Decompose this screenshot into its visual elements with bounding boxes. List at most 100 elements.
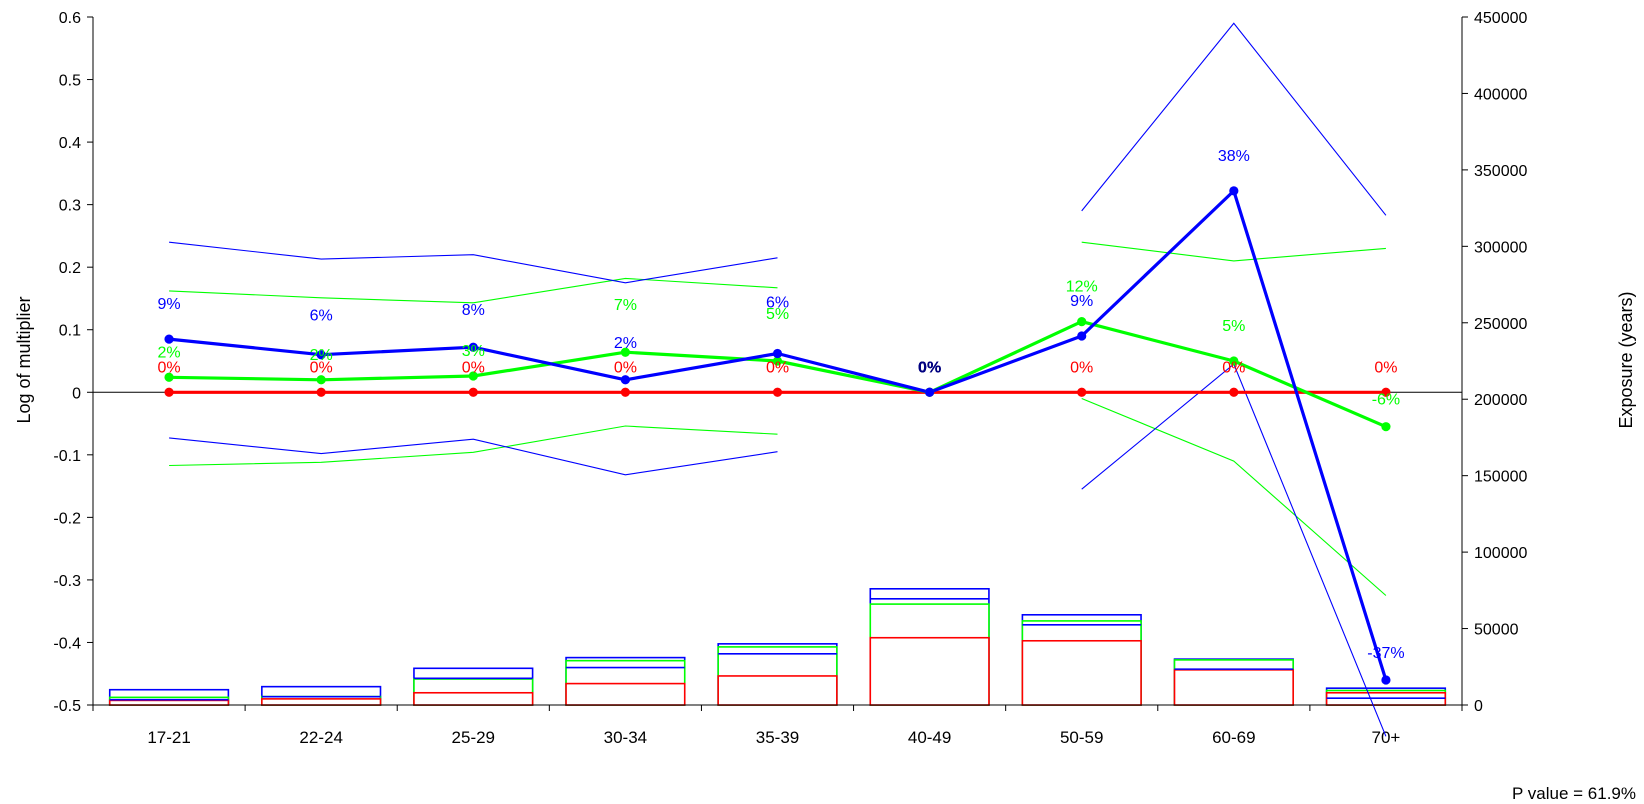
exposure-bar-red-60-69 (1173, 669, 1294, 706)
data-label-0-40-49: 0% (918, 359, 941, 376)
x-tick-label: 17-21 (147, 728, 190, 747)
y-tick-label: 0.4 (59, 135, 81, 152)
x-tick-label: 70+ (1372, 728, 1401, 747)
x-tick-label: 35-39 (756, 728, 799, 747)
data-label-2-50-59: 9% (1070, 293, 1093, 310)
data-label-2-35-39: 6% (766, 294, 789, 311)
data-label-0-50-59: 0% (1070, 359, 1093, 376)
series-point-0-25-29 (468, 387, 478, 397)
series-point-2-25-29 (468, 342, 478, 352)
data-label-1-25-29: 3% (462, 343, 485, 360)
x-tick-label: 60-69 (1212, 728, 1255, 747)
y-tick-label: -0.5 (53, 698, 81, 715)
x-tick-label: 22-24 (299, 728, 342, 747)
y-tick-label: 0.3 (59, 198, 81, 215)
series-point-1-70+ (1381, 422, 1391, 432)
upper-band-line (169, 22, 1387, 284)
data-label-1-70+: -6% (1372, 392, 1400, 409)
y2-tick-label: 0 (1474, 698, 1483, 715)
data-label-2-70+: -37% (1367, 645, 1404, 662)
data-label-2-30-34: 2% (614, 335, 637, 352)
data-label-0-17-21: 0% (157, 359, 180, 376)
data-label-0-70+: 0% (1374, 359, 1397, 376)
exposure-bar-red-30-34 (565, 682, 686, 706)
series-point-1-25-29 (468, 371, 478, 381)
series-point-0-50-59 (1077, 387, 1087, 397)
series-point-2-35-39 (772, 348, 783, 359)
data-label-2-40-49: 0% (918, 359, 941, 376)
series-line-2 (168, 189, 1388, 681)
exposure-bar-red-35-39 (717, 675, 838, 706)
x-tick-label: 50-59 (1060, 728, 1103, 747)
data-label-1-40-49: 0% (918, 359, 941, 376)
y2-tick-label: 250000 (1474, 316, 1527, 333)
series-point-2-40-49 (925, 387, 935, 397)
exposure-bar-red-25-29 (413, 691, 534, 706)
series-point-1-17-21 (164, 372, 174, 382)
series-point-1-35-39 (772, 356, 783, 366)
y2-tick-label: 300000 (1474, 239, 1527, 256)
series-point-1-30-34 (620, 347, 630, 357)
y-tick-label: 0 (72, 385, 81, 402)
y-tick-label: -0.4 (53, 635, 81, 652)
x-tick-label: 40-49 (908, 728, 951, 747)
y2-tick-label: 350000 (1474, 163, 1527, 180)
data-label-2-17-21: 9% (157, 296, 180, 313)
series-point-0-30-34 (620, 387, 630, 397)
data-label-1-30-34: 7% (614, 297, 637, 314)
data-label-2-60-69: 38% (1218, 148, 1250, 165)
series-point-0-60-69 (1229, 387, 1239, 397)
data-label-1-60-69: 5% (1222, 318, 1245, 335)
x-tick-label: 30-34 (604, 728, 647, 747)
series-point-1-50-59 (1077, 316, 1087, 327)
exposure-bar-red-50-59 (1021, 639, 1142, 706)
y-tick-label: 0.6 (59, 10, 81, 27)
data-label-2-22-24: 6% (310, 308, 333, 325)
y-tick-label: 0.1 (59, 323, 81, 340)
upper-band-line (169, 241, 1386, 304)
series-point-0-22-24 (316, 387, 326, 397)
series-point-2-70+ (1381, 675, 1391, 685)
series-point-0-70+ (1381, 387, 1391, 397)
lower-band-line (169, 397, 1387, 596)
data-label-0-22-24: 0% (310, 359, 333, 376)
y-tick-label: -0.1 (53, 448, 81, 465)
data-label-0-30-34: 0% (614, 359, 637, 376)
y2-axis-label: Exposure (years) (1616, 291, 1636, 428)
y-tick-label: 0.5 (59, 73, 81, 90)
y-axis-label: Log of multiplier (14, 296, 34, 423)
y2-tick-label: 150000 (1474, 469, 1527, 486)
x-tick-label: 25-29 (452, 728, 495, 747)
series-point-1-22-24 (316, 375, 326, 385)
y2-tick-label: 450000 (1474, 10, 1527, 27)
series-point-2-60-69 (1229, 186, 1239, 196)
series-point-2-17-21 (164, 334, 174, 344)
series-point-2-22-24 (316, 350, 326, 360)
y2-tick-label: 50000 (1474, 622, 1519, 639)
p-value-footnote: P value = 61.9% (1512, 784, 1636, 803)
data-label-0-25-29: 0% (462, 359, 485, 376)
data-label-1-17-21: 2% (157, 344, 180, 361)
series-point-2-50-59 (1077, 331, 1087, 341)
data-label-1-22-24: 2% (310, 347, 333, 364)
exposure-bar-red-22-24 (261, 698, 382, 706)
y-tick-label: -0.2 (53, 510, 81, 527)
exposure-bar-red-40-49 (869, 636, 990, 706)
y-tick-label: 0.2 (59, 260, 81, 277)
data-label-0-35-39: 0% (766, 359, 789, 376)
series-point-1-60-69 (1229, 356, 1239, 366)
exposure-bar-red-17-21 (108, 699, 230, 706)
data-label-1-50-59: 12% (1066, 279, 1098, 296)
data-label-2-25-29: 8% (462, 302, 485, 319)
data-label-1-35-39: 5% (766, 306, 789, 323)
y2-tick-label: 200000 (1474, 392, 1527, 409)
data-label-0-60-69: 0% (1222, 359, 1245, 376)
series-point-2-30-34 (620, 375, 630, 385)
y-tick-label: -0.3 (53, 573, 81, 590)
y2-tick-label: 100000 (1474, 545, 1527, 562)
series-point-0-17-21 (164, 387, 174, 397)
series-point-0-35-39 (772, 387, 783, 397)
y2-tick-label: 400000 (1474, 86, 1527, 103)
